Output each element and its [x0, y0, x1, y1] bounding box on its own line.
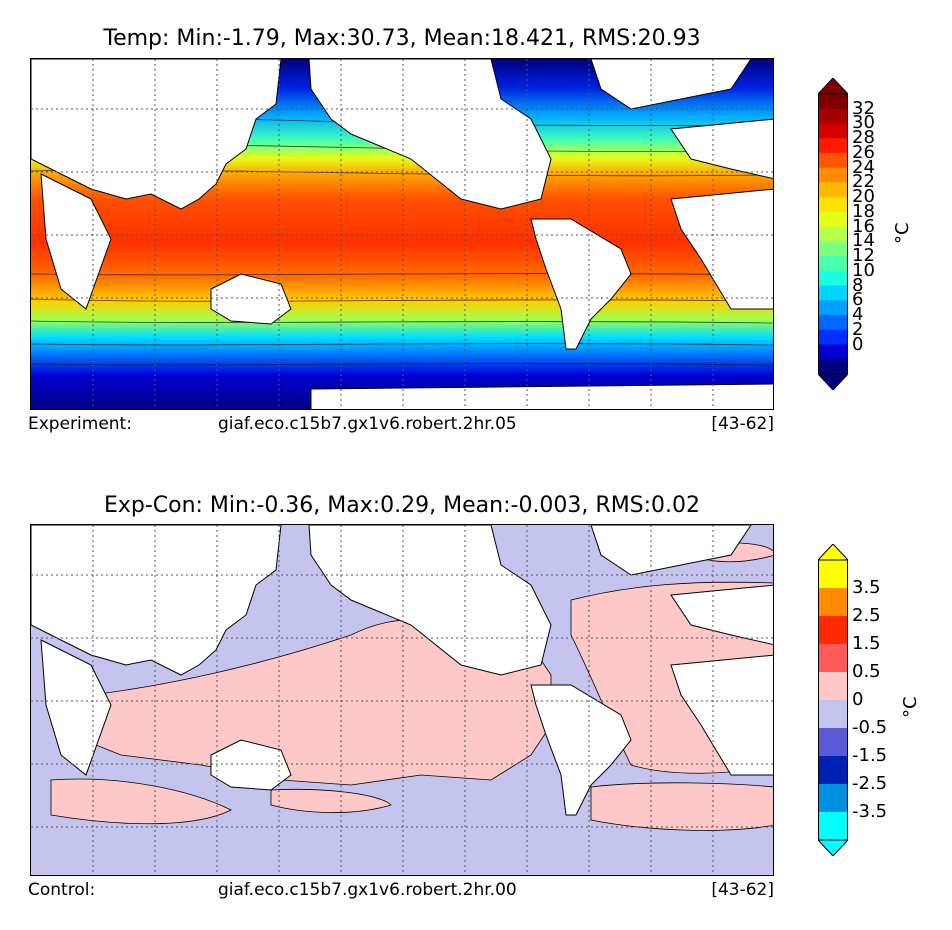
- continents: [31, 525, 773, 816]
- colorbar-tick-label: 24: [852, 156, 875, 178]
- colorbar-tick-label: 0: [852, 333, 864, 355]
- colorbar-swatch: [818, 560, 848, 589]
- bottom-caption-years: [43-62]: [711, 880, 774, 900]
- bottom-caption-label: Control:: [28, 880, 96, 900]
- colorbar-tick-label: 0: [852, 689, 864, 710]
- colorbar-swatch: [818, 300, 848, 316]
- graticule: [31, 59, 773, 409]
- colorbar-swatch: [818, 784, 848, 813]
- colorbar-swatch: [818, 226, 848, 242]
- colorbar-tick-label: 3.5: [852, 577, 881, 598]
- top-colorbar: [818, 78, 848, 390]
- colorbar-tick-label: 26: [852, 141, 875, 163]
- graticule: [31, 525, 773, 875]
- colorbar-tick-label: 18: [852, 200, 875, 222]
- bottom-map-title: Exp-Con: Min:-0.36, Max:0.29, Mean:-0.00…: [103, 493, 701, 518]
- bottom-colorbar: [818, 544, 848, 856]
- continents: [31, 59, 773, 409]
- colorbar-tick-label: -3.5: [852, 801, 888, 822]
- colorbar-swatch: [818, 672, 848, 701]
- bottom-colorbar-under-arrow: [818, 839, 848, 856]
- top-colorbar-unit: °C: [892, 222, 913, 244]
- colorbar-swatch: [818, 329, 848, 346]
- colorbar-tick-label: 10: [852, 259, 875, 281]
- colorbar-swatch: [818, 256, 848, 272]
- bottom-colorbar-over-arrow: [818, 544, 848, 561]
- colorbar-swatch: [818, 123, 848, 139]
- colorbar-tick-label: 22: [852, 171, 875, 193]
- colorbar-swatch: [818, 285, 848, 301]
- top-caption-run: giaf.eco.c15b7.gx1v6.robert.2hr.05: [218, 414, 517, 434]
- colorbar-swatch: [818, 359, 848, 375]
- colorbar-swatch: [818, 315, 848, 331]
- colorbar-swatch: [818, 152, 848, 169]
- colorbar-tick-label: -0.5: [852, 717, 888, 738]
- colorbar-swatch: [818, 197, 848, 213]
- colorbar-swatch: [818, 138, 848, 154]
- colorbar-tick-label: 32: [852, 97, 875, 119]
- bottom-caption-run: giaf.eco.c15b7.gx1v6.robert.2hr.00: [218, 880, 517, 900]
- top-colorbar-outline: [818, 93, 848, 375]
- colorbar-swatch: [818, 756, 848, 785]
- top-map-title: Temp: Min:-1.79, Max:30.73, Mean:18.421,…: [103, 26, 701, 51]
- colorbar-tick-label: 12: [852, 245, 875, 267]
- colorbar-tick-label: -1.5: [852, 745, 888, 766]
- colorbar-tick-label: -2.5: [852, 773, 888, 794]
- colorbar-tick-label: 30: [852, 112, 875, 134]
- colorbar-swatch: [818, 728, 848, 757]
- colorbar-tick-label: 4: [852, 304, 864, 326]
- colorbar-swatch: [818, 108, 848, 124]
- colorbar-tick-label: 1.5: [852, 633, 881, 654]
- colorbar-swatch: [818, 616, 848, 645]
- colorbar-swatch: [818, 644, 848, 673]
- top-caption-label: Experiment:: [28, 414, 132, 434]
- colorbar-swatch: [818, 182, 848, 198]
- top-colorbar-swatches: [818, 94, 848, 375]
- colorbar-swatch: [818, 270, 848, 287]
- colorbar-tick-label: 6: [852, 289, 864, 311]
- colorbar-swatch: [818, 588, 848, 617]
- colorbar-swatch: [818, 94, 848, 110]
- colorbar-tick-label: 8: [852, 274, 864, 296]
- colorbar-swatch: [818, 167, 848, 183]
- top-map-canvas: [31, 59, 773, 409]
- colorbar-swatch: [818, 344, 848, 360]
- colorbar-swatch: [818, 211, 848, 228]
- colorbar-tick-label: 0.5: [852, 661, 881, 682]
- bottom-map-canvas: [31, 525, 773, 875]
- bottom-map-difference: [30, 524, 774, 876]
- colorbar-tick-label: 2: [852, 318, 864, 340]
- top-colorbar-over-arrow: [818, 78, 848, 95]
- bottom-colorbar-outline: [818, 559, 848, 841]
- colorbar-tick-label: 2.5: [852, 605, 881, 626]
- top-colorbar-under-arrow: [818, 373, 848, 390]
- colorbar-tick-label: 20: [852, 186, 875, 208]
- colorbar-swatch: [818, 700, 848, 729]
- colorbar-tick-label: 14: [852, 230, 875, 252]
- top-map-temperature: [30, 58, 774, 410]
- colorbar-swatch: [818, 812, 848, 841]
- colorbar-swatch: [818, 241, 848, 257]
- bottom-colorbar-swatches: [818, 560, 848, 841]
- colorbar-tick-label: 16: [852, 215, 875, 237]
- colorbar-tick-label: 28: [852, 127, 875, 149]
- bottom-colorbar-unit: °C: [900, 696, 921, 718]
- top-caption-years: [43-62]: [711, 414, 774, 434]
